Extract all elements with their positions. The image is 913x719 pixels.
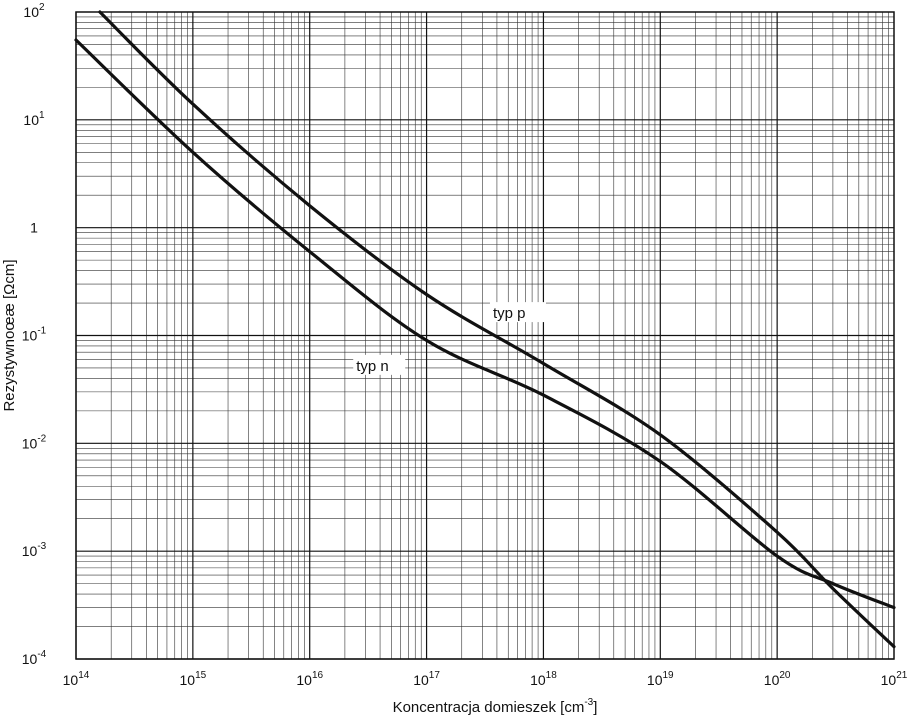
y-tick-label: 10-2 (22, 433, 47, 451)
x-tick-label: 1015 (180, 670, 207, 688)
series-line-typ-n (74, 38, 896, 610)
x-axis-label: Koncentracja domieszek [cm-3] (393, 697, 598, 716)
series-label-background (353, 354, 406, 375)
y-tick-label: 101 (23, 110, 45, 128)
y-tick-label: 1 (30, 220, 38, 236)
y-tick-labels: 10-4 10-3 10-2 10-1 1 101 102 (22, 2, 47, 667)
series-label-background (489, 302, 546, 323)
y-tick-label: 10-3 (22, 541, 47, 559)
x-tick-label: 1021 (881, 670, 908, 688)
series-labels: typ p typ n (353, 302, 546, 375)
plot-frame (75, 11, 895, 660)
series-line-typ-p (98, 10, 896, 649)
x-tick-label: 1014 (63, 670, 90, 688)
x-tick-label: 1016 (296, 670, 323, 688)
series-label: typ n (356, 358, 389, 375)
series-lines (74, 10, 896, 649)
y-tick-label: 10-4 (22, 649, 47, 667)
x-tick-label: 1017 (413, 670, 440, 688)
x-tick-label: 1018 (530, 670, 557, 688)
y-tick-label: 10-1 (22, 326, 47, 344)
y-tick-label: 102 (23, 2, 45, 20)
x-tick-label: 1019 (647, 670, 674, 688)
x-tick-labels: 1014 1015 1016 1017 1018 1019 1020 1021 (63, 670, 908, 688)
y-axis-label: Rezystywnoœæ [Ωcm] (1, 259, 18, 411)
series-label: typ p (493, 305, 526, 322)
x-tick-label: 1020 (764, 670, 791, 688)
